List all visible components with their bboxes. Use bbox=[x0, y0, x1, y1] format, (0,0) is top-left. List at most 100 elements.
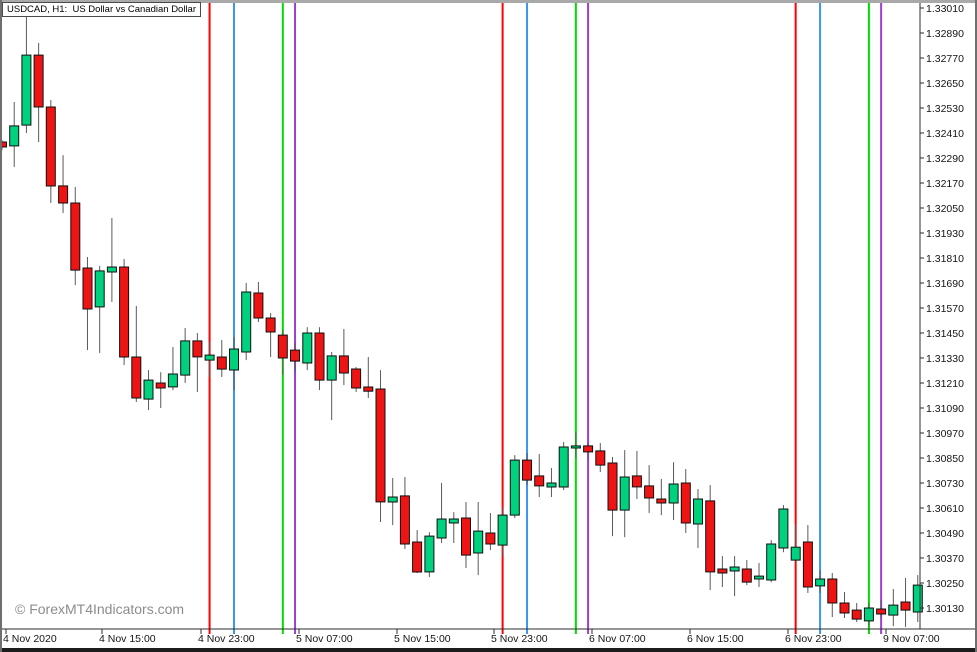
candle bbox=[351, 367, 362, 392]
bear-candle-body bbox=[82, 267, 93, 310]
time-tick-label: 6 Nov 23:00 bbox=[785, 633, 842, 645]
candle bbox=[314, 327, 325, 391]
candle bbox=[45, 100, 56, 203]
candle bbox=[241, 283, 252, 361]
bear-candle-body bbox=[399, 495, 410, 545]
candle bbox=[363, 357, 374, 398]
bear-candle-body bbox=[717, 568, 728, 574]
bear-candle-body bbox=[338, 355, 349, 374]
time-tick-label: 4 Nov 15:00 bbox=[99, 633, 156, 645]
price-tick-label: 1.32770 bbox=[926, 53, 964, 65]
bull-candle-body bbox=[509, 459, 520, 516]
bear-candle-body bbox=[314, 332, 325, 381]
bear-candle-body bbox=[485, 532, 496, 545]
window-border-left bbox=[0, 0, 2, 652]
time-tick-label: 6 Nov 07:00 bbox=[589, 633, 646, 645]
bear-candle-body bbox=[131, 356, 142, 399]
candle bbox=[338, 329, 349, 386]
candle bbox=[546, 468, 557, 497]
time-tick-label: 5 Nov 23:00 bbox=[491, 633, 548, 645]
bear-candle-body bbox=[70, 202, 81, 271]
candle bbox=[9, 102, 20, 167]
candle bbox=[106, 218, 117, 302]
candle bbox=[595, 443, 606, 472]
candle bbox=[58, 155, 69, 213]
bear-candle-body bbox=[216, 356, 227, 370]
chart-title-box: USDCAD, H1: US Dollar vs Canadian Dollar bbox=[2, 2, 202, 17]
candle bbox=[70, 187, 81, 286]
bull-candle-body bbox=[448, 518, 459, 524]
candle bbox=[473, 502, 484, 576]
price-tick-label: 1.31210 bbox=[926, 378, 964, 390]
bull-candle-body bbox=[766, 543, 777, 581]
candle bbox=[290, 343, 300, 373]
price-tick-label: 1.31090 bbox=[926, 403, 964, 415]
time-tick-label: 9 Nov 07:00 bbox=[883, 633, 940, 645]
bull-candle-body bbox=[167, 373, 178, 388]
candle bbox=[570, 432, 581, 458]
bear-candle-body bbox=[33, 54, 44, 108]
bull-candle-body bbox=[863, 607, 874, 622]
price-tick-label: 1.31330 bbox=[926, 353, 964, 365]
bull-candle-body bbox=[302, 332, 313, 364]
time-tick-label: 4 Nov 23:00 bbox=[198, 633, 255, 645]
candle bbox=[827, 573, 838, 617]
time-axis[interactable]: 4 Nov 2020 4 Nov 15:00 4 Nov 23:00 5 Nov 07… bbox=[0, 628, 977, 645]
time-tick-label: 4 Nov 2020 bbox=[3, 633, 57, 645]
bull-candle-body bbox=[754, 575, 764, 580]
watermark: © ForexMT4Indicators.com bbox=[15, 601, 185, 617]
candle bbox=[204, 342, 215, 377]
bull-candle-body bbox=[693, 498, 703, 525]
price-axis[interactable]: 1.33010 1.32890 1.32770 1.32650 1.32530 1.324… bbox=[919, 3, 964, 629]
bull-candle-body bbox=[94, 270, 105, 308]
price-tick-label: 1.31570 bbox=[926, 303, 964, 315]
bear-candle-body bbox=[45, 106, 56, 187]
candle bbox=[802, 525, 813, 593]
candle bbox=[326, 352, 337, 421]
bear-candle-body bbox=[351, 368, 362, 389]
bull-candle-body bbox=[387, 496, 398, 503]
candle bbox=[277, 330, 288, 376]
candle bbox=[167, 347, 178, 391]
bull-candle-body bbox=[546, 482, 557, 488]
candle bbox=[693, 489, 703, 548]
bull-candle-body bbox=[204, 354, 215, 361]
candle bbox=[497, 507, 508, 557]
candle bbox=[619, 450, 630, 538]
bear-candle-body bbox=[412, 541, 423, 573]
bull-candle-body bbox=[241, 291, 252, 353]
price-tick-label: 1.30370 bbox=[926, 553, 964, 565]
candle bbox=[509, 455, 520, 518]
price-tick-label: 1.30730 bbox=[926, 478, 964, 490]
candle bbox=[33, 43, 44, 142]
price-tick-label: 1.30130 bbox=[926, 603, 964, 615]
bull-candle-body bbox=[21, 54, 32, 126]
bear-candle-body bbox=[607, 462, 618, 511]
price-tick-label: 1.30490 bbox=[926, 528, 964, 540]
candle bbox=[375, 370, 386, 522]
bear-candle-body bbox=[192, 340, 203, 358]
candle bbox=[229, 337, 239, 391]
bear-candle-body bbox=[705, 500, 716, 573]
bear-candle-body bbox=[155, 382, 166, 389]
candle bbox=[0, 140, 7, 151]
candle bbox=[216, 340, 227, 377]
bear-candle-body bbox=[631, 475, 642, 488]
bear-candle-body bbox=[363, 386, 374, 392]
candle bbox=[82, 257, 93, 351]
bear-candle-body bbox=[290, 349, 300, 362]
candle bbox=[131, 305, 142, 402]
bull-candle-body bbox=[729, 566, 740, 572]
candle bbox=[790, 524, 801, 563]
bull-candle-body bbox=[790, 546, 801, 561]
bear-candle-body bbox=[680, 482, 691, 524]
bear-candle-body bbox=[461, 517, 471, 556]
candle bbox=[656, 479, 667, 516]
candle bbox=[583, 443, 594, 461]
candle bbox=[668, 462, 679, 521]
bull-candle-body bbox=[229, 348, 239, 371]
candle bbox=[558, 442, 569, 491]
bull-candle-body bbox=[888, 604, 899, 616]
